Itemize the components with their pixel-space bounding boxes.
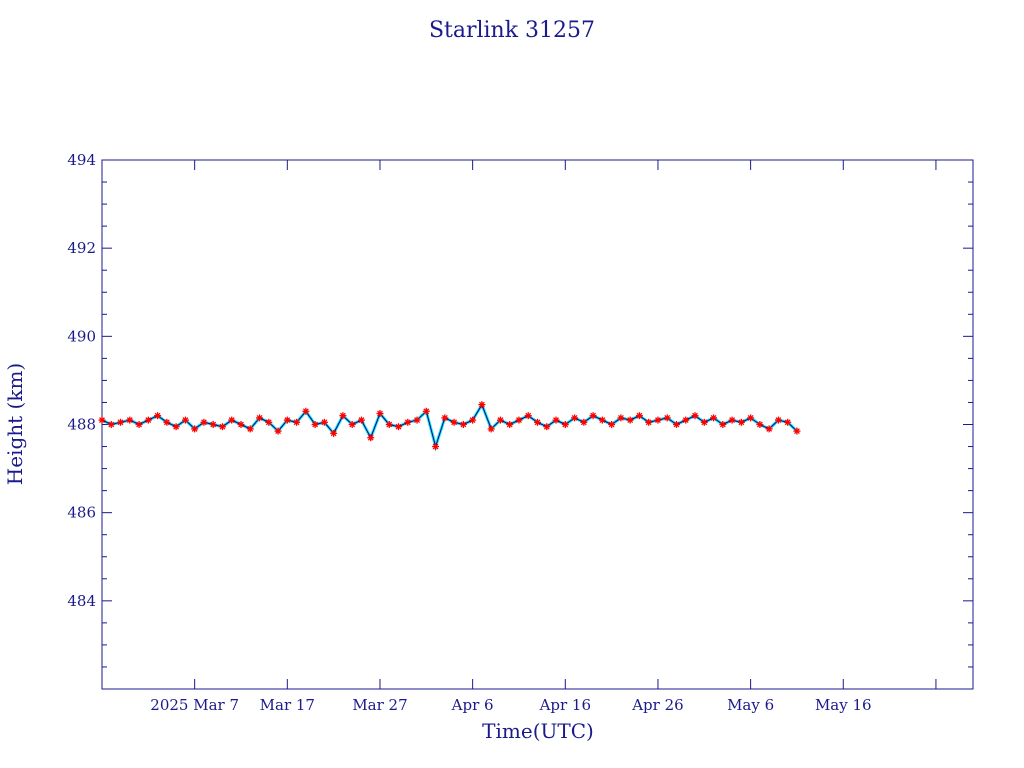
series-layer xyxy=(98,401,801,452)
data-point xyxy=(774,416,782,424)
data-point xyxy=(200,418,208,426)
data-point xyxy=(571,414,579,422)
y-tick-label: 494 xyxy=(67,151,96,169)
data-point xyxy=(246,425,254,433)
data-point xyxy=(598,416,606,424)
data-point xyxy=(506,421,514,428)
data-point xyxy=(237,421,245,428)
data-point xyxy=(293,418,301,426)
data-point xyxy=(635,412,643,420)
series-band xyxy=(101,401,798,452)
series-line xyxy=(101,403,798,449)
y-tick-label: 486 xyxy=(67,504,96,522)
data-point xyxy=(663,414,671,422)
data-point xyxy=(534,418,541,426)
data-point xyxy=(478,401,486,409)
data-point xyxy=(348,421,356,428)
data-point xyxy=(357,416,365,424)
data-point xyxy=(450,418,458,426)
data-point xyxy=(672,421,680,428)
data-point xyxy=(413,416,421,424)
data-point xyxy=(117,418,125,426)
x-axis-ticks: 2025 Mar 7 Mar 17 Mar 27 Apr 6 Apr 16 Apr 26 M… xyxy=(150,160,937,714)
data-point xyxy=(311,421,319,428)
data-point xyxy=(543,423,551,431)
y-axis-label: Height (km) xyxy=(3,363,27,485)
data-point xyxy=(626,416,634,424)
data-point xyxy=(385,421,393,428)
data-point xyxy=(126,416,134,424)
data-point xyxy=(747,414,755,422)
chart-title: Starlink 31257 xyxy=(429,18,595,43)
data-point xyxy=(793,427,801,435)
data-point xyxy=(144,416,152,424)
x-tick-label: 2025 Mar 7 xyxy=(150,696,239,714)
data-point xyxy=(589,412,597,420)
data-point xyxy=(154,412,162,420)
y-tick-label: 490 xyxy=(67,327,96,345)
data-point xyxy=(737,418,745,426)
data-point xyxy=(487,425,495,433)
data-point xyxy=(756,421,764,428)
data-point xyxy=(608,421,616,428)
data-point xyxy=(376,409,384,417)
data-point xyxy=(728,416,736,424)
data-point xyxy=(163,418,171,426)
data-point xyxy=(654,416,662,424)
data-point xyxy=(320,418,328,426)
data-point xyxy=(645,418,653,426)
data-point xyxy=(98,416,106,424)
data-point xyxy=(432,443,440,451)
data-point xyxy=(256,414,264,422)
data-point xyxy=(367,434,375,442)
data-point xyxy=(107,421,115,428)
y-tick-label: 484 xyxy=(67,592,96,610)
data-point xyxy=(218,423,226,431)
data-point xyxy=(274,427,282,435)
data-point xyxy=(496,416,504,424)
x-tick-label: Mar 17 xyxy=(260,696,315,714)
x-axis-label: Time(UTC) xyxy=(482,719,594,743)
data-point xyxy=(135,421,143,428)
x-tick-label: Apr 16 xyxy=(539,696,591,714)
x-tick-label: May 16 xyxy=(815,696,872,714)
data-point xyxy=(765,425,773,433)
y-axis-ticks: 484 486 488 490 492 494 xyxy=(67,151,973,690)
y-tick-label: 492 xyxy=(67,239,96,257)
data-point xyxy=(561,421,569,428)
data-point xyxy=(691,412,699,420)
data-point xyxy=(580,418,588,426)
data-point xyxy=(404,418,412,426)
data-point xyxy=(784,418,792,426)
data-point xyxy=(469,416,477,424)
data-point xyxy=(172,423,180,431)
data-point xyxy=(441,414,449,422)
data-point xyxy=(265,418,273,426)
data-point xyxy=(515,416,523,424)
data-point xyxy=(552,416,560,424)
x-tick-label: Mar 27 xyxy=(352,696,407,714)
data-point xyxy=(719,421,727,428)
data-point xyxy=(330,429,338,437)
data-point xyxy=(459,421,467,428)
data-point xyxy=(209,421,217,428)
data-point xyxy=(682,416,690,424)
data-point xyxy=(395,423,403,431)
data-point xyxy=(302,407,310,415)
data-point xyxy=(524,412,532,420)
y-tick-label: 488 xyxy=(67,416,96,434)
data-point xyxy=(191,425,199,433)
data-point xyxy=(422,407,430,415)
x-tick-label: Apr 26 xyxy=(631,696,683,714)
data-point xyxy=(339,412,347,420)
data-point xyxy=(700,418,708,426)
data-point xyxy=(617,414,625,422)
data-point xyxy=(181,416,189,424)
x-tick-label: Apr 6 xyxy=(451,696,494,714)
data-point xyxy=(228,416,236,424)
x-tick-label: May 6 xyxy=(727,696,774,714)
data-point xyxy=(283,416,291,424)
data-point xyxy=(710,414,718,422)
